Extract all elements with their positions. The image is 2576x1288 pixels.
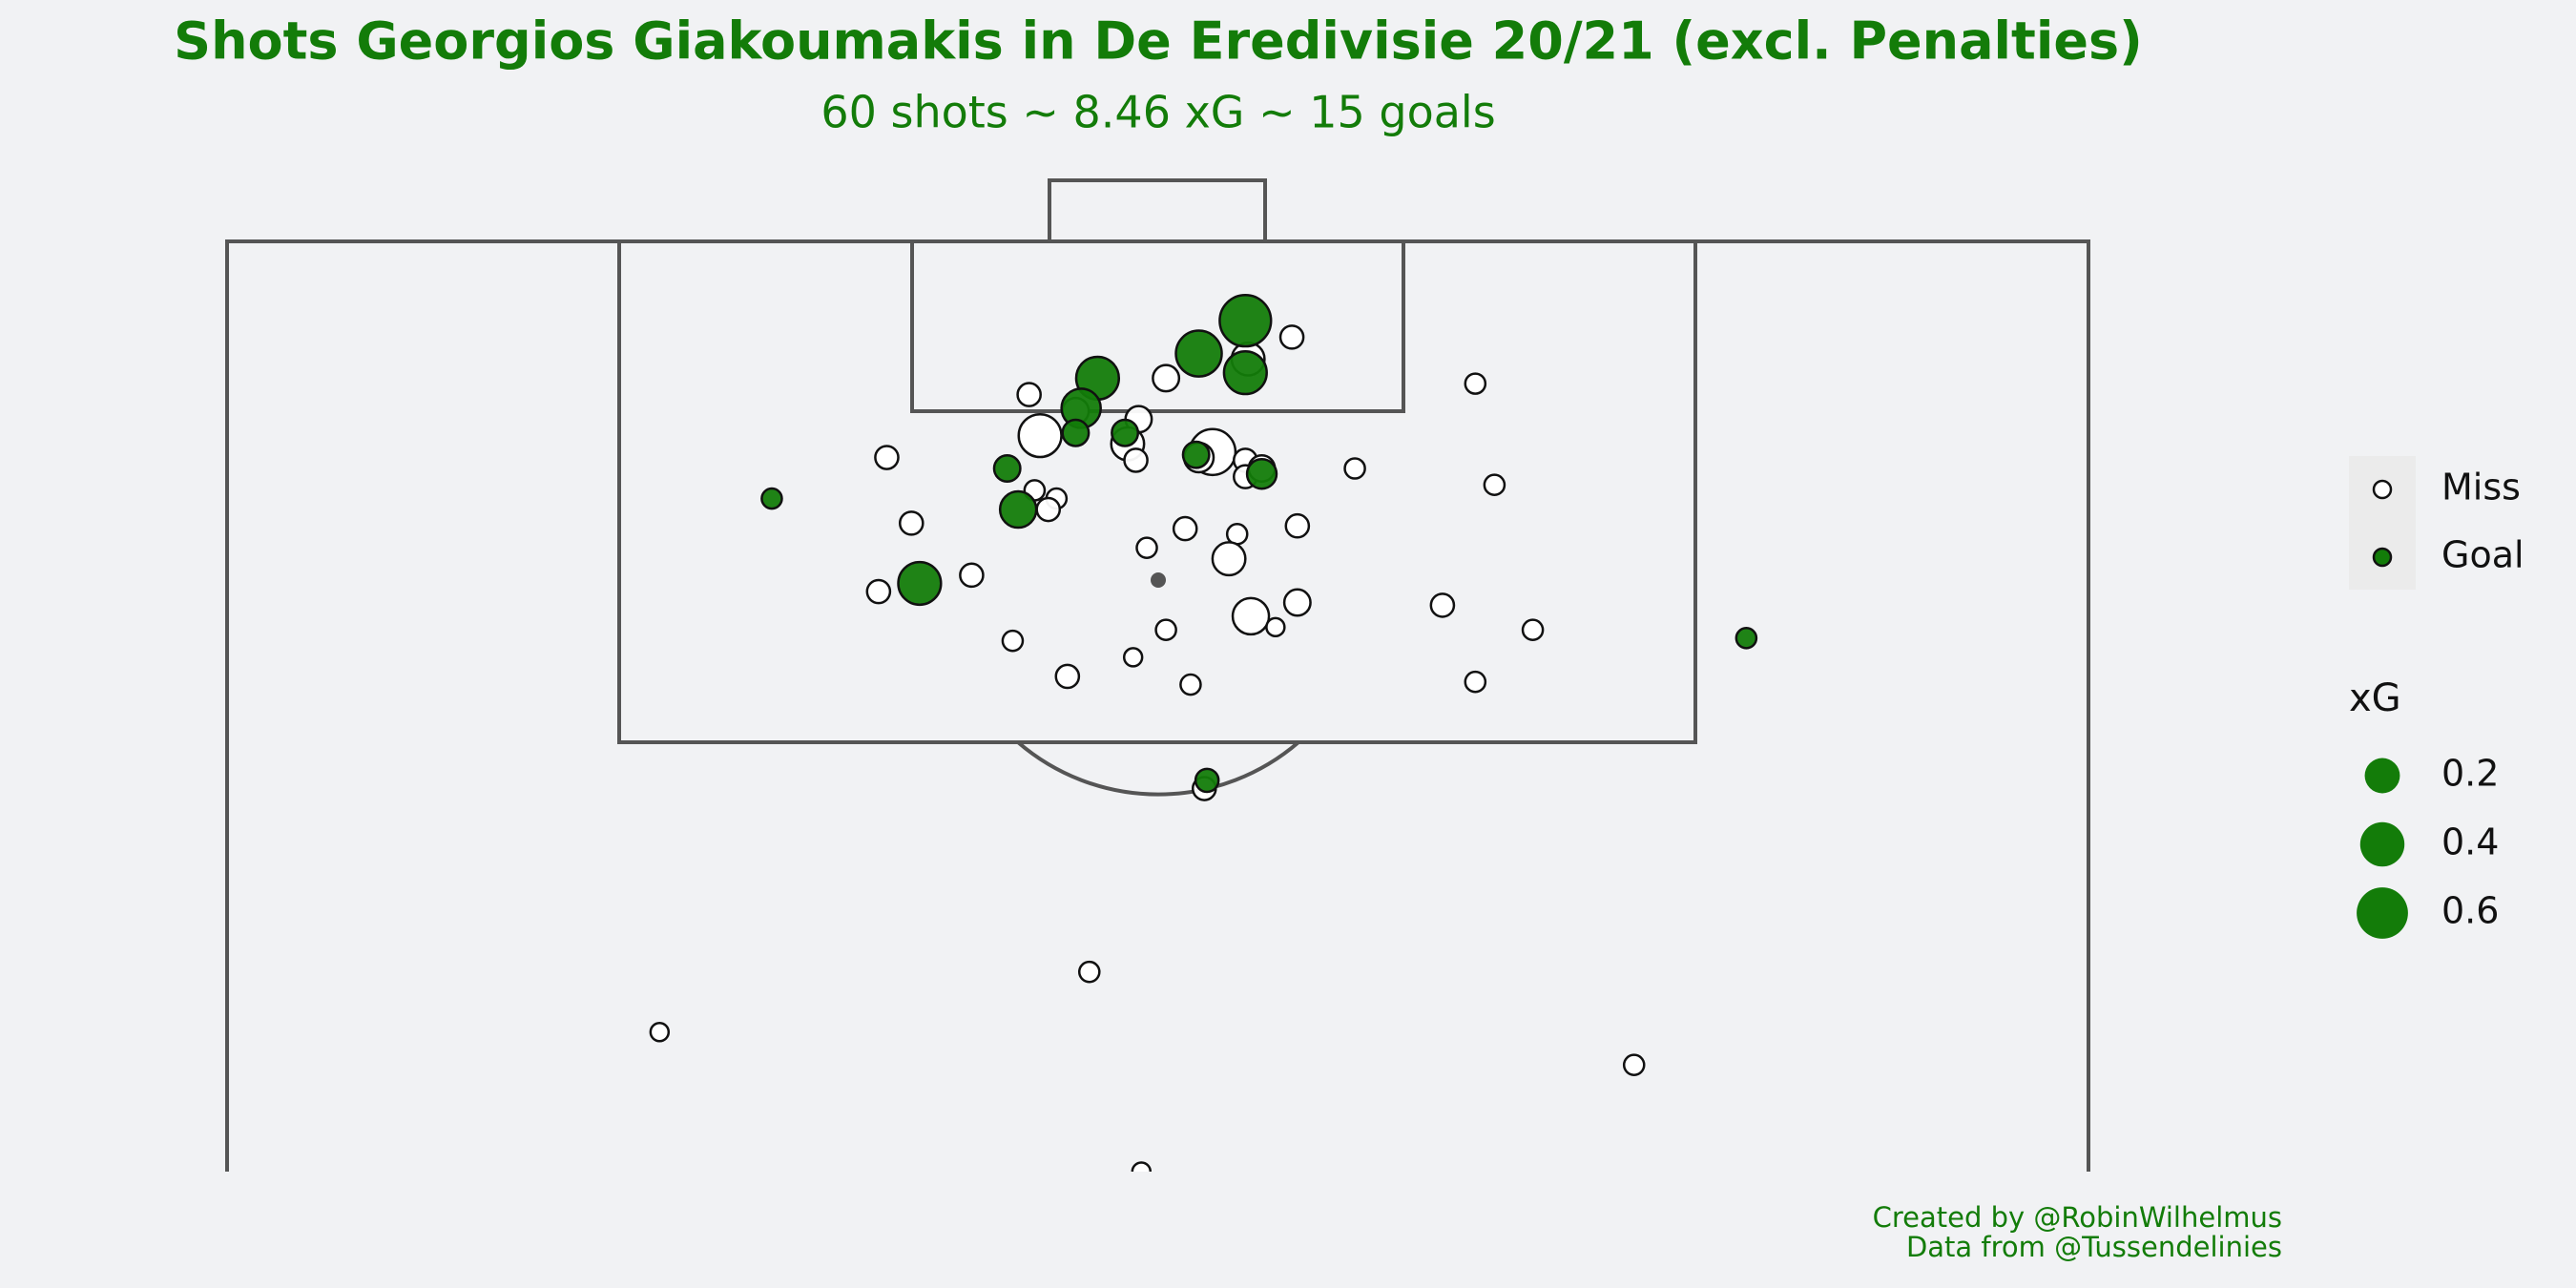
shot: [1222, 350, 1268, 396]
shot: [1111, 418, 1140, 447]
shot: [1231, 596, 1271, 636]
legend-label: Miss: [2441, 467, 2521, 509]
size-legend-marker: [2357, 887, 2408, 939]
shot: [1174, 329, 1223, 378]
shot: [1464, 670, 1487, 694]
size-legend-marker: [2359, 821, 2405, 867]
shot: [1181, 440, 1211, 469]
shot: [1483, 473, 1506, 497]
size-legend-label: 0.6: [2441, 890, 2499, 932]
shot: [898, 510, 924, 536]
credit: Created by @RobinWilhelmus: [1873, 1201, 2282, 1234]
shot: [649, 1022, 671, 1043]
shot: [1429, 592, 1456, 618]
legend: Miss Goal xG 0.2 0.4 0.6: [2349, 456, 2524, 939]
pitch: [225, 178, 2090, 1172]
shot: [998, 489, 1038, 530]
shots: [649, 294, 1758, 1172]
chart-subtitle: 60 shots ~ 8.46 xG ~ 15 goals: [821, 87, 1495, 138]
shot: [1464, 372, 1487, 395]
shot: [1521, 618, 1545, 641]
shot: [760, 487, 783, 510]
shot: [1343, 457, 1366, 480]
shot: [1152, 364, 1181, 393]
shot: [959, 562, 985, 589]
shot: [1211, 541, 1247, 577]
shot: [1245, 458, 1278, 490]
size-legend-label: 0.4: [2441, 821, 2499, 863]
size-legend-label: 0.2: [2441, 753, 2499, 795]
chart-title: Shots Georgios Giakoumakis in De Eredivi…: [174, 11, 2143, 72]
shot: [1282, 588, 1312, 617]
shot: [1265, 616, 1286, 638]
size-legend-title: xG: [2349, 676, 2401, 720]
shot: [1077, 960, 1101, 984]
legend-label: Goal: [2441, 534, 2524, 576]
shot: [874, 445, 900, 470]
legend-marker: [2372, 479, 2393, 500]
shot: [1122, 647, 1144, 668]
shot: [1179, 673, 1202, 696]
legend-marker: [2372, 547, 2393, 568]
shot: [865, 578, 892, 605]
shot: [1218, 294, 1273, 348]
shot: [1735, 627, 1758, 650]
shot: [1284, 512, 1311, 539]
shot: [1131, 1161, 1153, 1172]
shot: [1172, 515, 1198, 542]
size-legend-marker: [2364, 758, 2400, 794]
shot: [1035, 496, 1062, 523]
shot: [1278, 324, 1305, 350]
shot: [1622, 1053, 1646, 1076]
penalty-spot: [1151, 572, 1166, 588]
shot: [1054, 663, 1081, 690]
penalty-arc: [1016, 740, 1300, 797]
shot: [1225, 523, 1249, 546]
shot: [1154, 618, 1177, 641]
shot: [1061, 418, 1091, 447]
shot: [1194, 767, 1220, 794]
shot: [897, 560, 943, 607]
shot: [992, 454, 1022, 483]
shot: [1123, 447, 1149, 473]
legend-key-bg: [2349, 456, 2416, 590]
credit: Data from @Tussendelinies: [1906, 1231, 2282, 1263]
goal: [1048, 178, 1267, 243]
shot: [1001, 629, 1025, 653]
shot: [1135, 536, 1158, 559]
shot: [1017, 412, 1063, 459]
shot: [1016, 382, 1042, 407]
